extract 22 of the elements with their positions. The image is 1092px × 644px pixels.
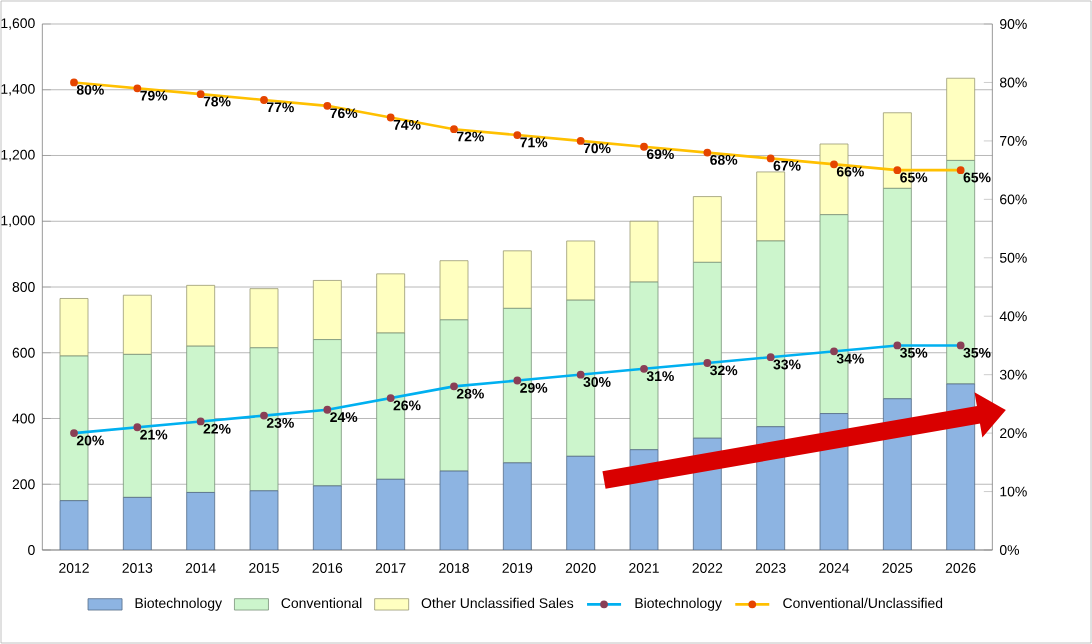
- bar: [376, 478, 406, 550]
- bar: [439, 260, 469, 321]
- bar: [312, 280, 342, 340]
- bar: [566, 240, 596, 301]
- bar: [502, 250, 532, 309]
- bar: [946, 77, 976, 161]
- bar: [566, 455, 596, 550]
- bar: [376, 273, 406, 334]
- bar: [122, 497, 152, 550]
- bar: [439, 470, 469, 550]
- bar: [249, 490, 279, 550]
- bar: [692, 196, 722, 263]
- bar: [312, 485, 342, 550]
- bar: [186, 492, 216, 550]
- bar: [502, 462, 532, 550]
- bar: [59, 298, 89, 357]
- bar: [249, 288, 279, 349]
- bar: [186, 284, 216, 347]
- bar: [122, 294, 152, 355]
- bar: [756, 171, 786, 242]
- bar: [59, 500, 89, 550]
- bar: [629, 220, 659, 283]
